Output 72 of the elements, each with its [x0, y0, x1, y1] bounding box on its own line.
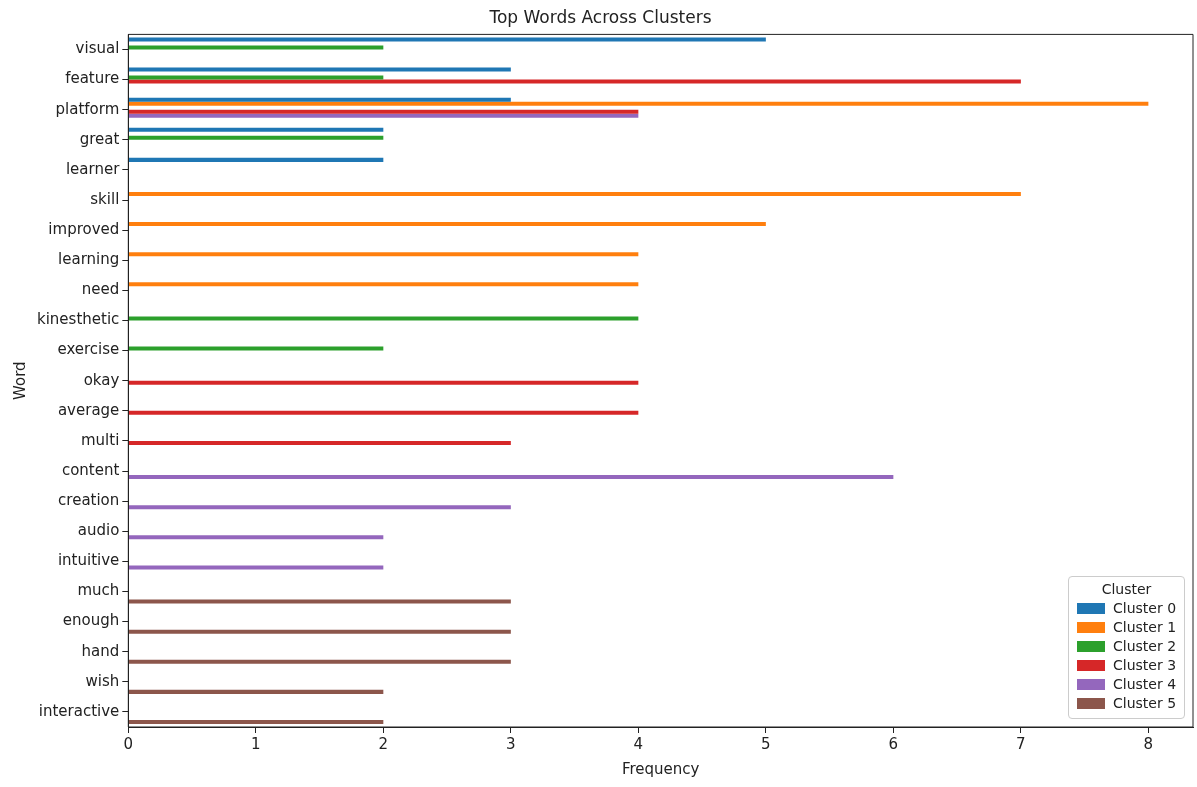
y-tick-label: great	[79, 129, 120, 148]
y-tick-label: learner	[65, 159, 121, 178]
bar	[128, 440, 511, 445]
x-tick-label: 1	[251, 734, 261, 753]
bar	[128, 380, 639, 385]
bar	[128, 599, 511, 604]
y-tick-label: skill	[90, 189, 120, 208]
bar	[128, 505, 511, 510]
bar	[128, 565, 384, 570]
bar	[128, 97, 511, 102]
bar	[128, 252, 639, 257]
bar	[128, 282, 639, 287]
y-tick-label: wish	[85, 671, 120, 690]
bar	[128, 535, 384, 540]
y-tick-label: exercise	[57, 340, 120, 359]
y-tick-label: kinesthetic	[36, 310, 120, 329]
bar	[128, 410, 639, 415]
x-tick-label: 6	[888, 734, 899, 753]
bar	[128, 79, 1021, 84]
bar	[128, 45, 384, 50]
chart-title: Top Words Across Clusters	[488, 6, 712, 27]
y-tick-label: platform	[55, 99, 120, 118]
bar	[128, 127, 384, 132]
y-tick-label: average	[57, 400, 120, 419]
y-tick-label: interactive	[38, 701, 120, 720]
legend-label: Cluster 1	[1113, 619, 1177, 635]
x-tick-label: 4	[633, 734, 644, 753]
bar	[128, 475, 894, 480]
bar	[128, 629, 511, 634]
x-tick-label: 2	[378, 734, 389, 753]
y-tick-label: intuitive	[57, 551, 120, 570]
legend-label: Cluster 3	[1113, 657, 1177, 673]
y-tick-label: learning	[58, 250, 120, 269]
y-tick-label: multi	[80, 430, 120, 449]
x-tick-label: 0	[123, 734, 134, 753]
bar	[128, 67, 511, 72]
y-tick-label: improved	[48, 220, 120, 239]
bar	[128, 113, 639, 118]
bar	[128, 316, 639, 321]
legend-label: Cluster 4	[1113, 676, 1177, 692]
bar	[128, 135, 384, 140]
y-tick-label: enough	[62, 611, 120, 630]
y-tick-label: content	[61, 460, 120, 479]
y-tick-label: hand	[81, 641, 120, 660]
legend-label: Cluster 5	[1113, 695, 1177, 711]
bar	[128, 157, 384, 162]
x-axis-title: Frequency	[621, 759, 700, 778]
bar	[128, 109, 639, 114]
bar	[128, 346, 384, 351]
bar	[128, 191, 1021, 197]
y-tick-label: creation	[58, 491, 120, 510]
y-tick-label: visual	[75, 39, 120, 58]
y-axis-title: Word	[10, 361, 29, 400]
bar	[128, 719, 384, 724]
y-tick-label: audio	[77, 521, 120, 540]
legend-label: Cluster 2	[1113, 638, 1177, 654]
y-tick-label: okay	[83, 370, 120, 389]
bar	[128, 689, 384, 694]
bar	[128, 222, 766, 227]
bar	[128, 101, 1149, 106]
x-tick-label: 7	[1016, 734, 1026, 753]
y-tick-label: need	[81, 280, 120, 299]
bar	[128, 37, 766, 42]
y-tick-label: feature	[65, 69, 120, 88]
bar	[128, 75, 384, 80]
y-tick-label: much	[77, 581, 120, 600]
x-tick-label: 8	[1143, 734, 1154, 753]
x-tick-label: 3	[506, 734, 516, 753]
legend-label: Cluster 0	[1113, 600, 1177, 616]
x-tick-label: 5	[761, 734, 771, 753]
bar	[128, 659, 511, 664]
legend-title: Cluster	[1100, 581, 1153, 597]
